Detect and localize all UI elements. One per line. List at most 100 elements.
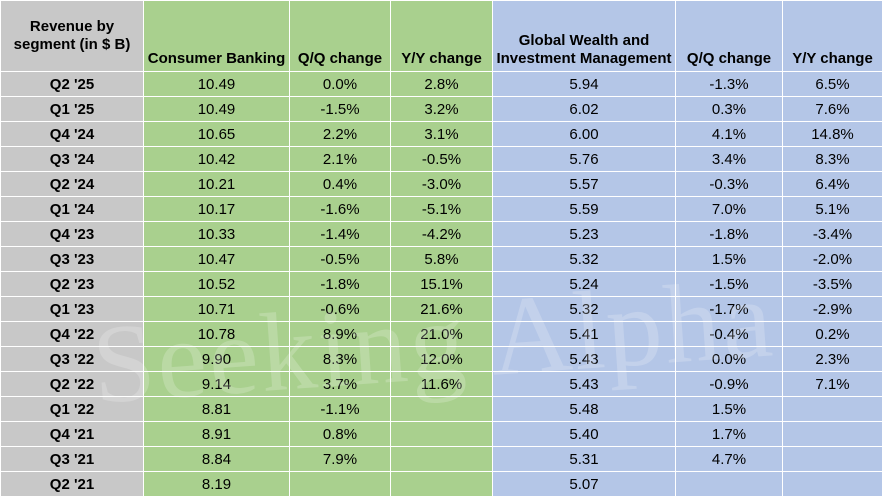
cell-gw-qq-change: 1.7% <box>676 422 783 447</box>
cell-cb-qq-change: -1.8% <box>290 272 391 297</box>
cell-consumer-banking: 10.65 <box>144 122 290 147</box>
cell-quarter: Q1 '24 <box>1 197 144 222</box>
cell-gw-yy-change: -2.0% <box>783 247 882 272</box>
cell-quarter: Q4 '23 <box>1 222 144 247</box>
cell-consumer-banking: 8.91 <box>144 422 290 447</box>
cell-global-wealth: 5.40 <box>493 422 676 447</box>
cell-gw-qq-change: 0.3% <box>676 97 783 122</box>
cell-gw-qq-change: -1.8% <box>676 222 783 247</box>
cell-gw-yy-change: 8.3% <box>783 147 882 172</box>
cell-gw-qq-change: -0.9% <box>676 372 783 397</box>
cell-consumer-banking: 10.21 <box>144 172 290 197</box>
cell-gw-qq-change <box>676 472 783 497</box>
cell-gw-qq-change: 4.7% <box>676 447 783 472</box>
cell-gw-yy-change: -2.9% <box>783 297 882 322</box>
cell-gw-yy-change <box>783 447 882 472</box>
cell-global-wealth: 5.31 <box>493 447 676 472</box>
cell-gw-yy-change: -3.4% <box>783 222 882 247</box>
cell-quarter: Q2 '22 <box>1 372 144 397</box>
header-row: Revenue by segment (in $ B) Consumer Ban… <box>1 1 882 72</box>
cell-consumer-banking: 9.90 <box>144 347 290 372</box>
cell-cb-qq-change: 8.3% <box>290 347 391 372</box>
cell-cb-qq-change: 7.9% <box>290 447 391 472</box>
cell-cb-qq-change: 2.2% <box>290 122 391 147</box>
cell-cb-qq-change <box>290 472 391 497</box>
cell-quarter: Q3 '23 <box>1 247 144 272</box>
cell-cb-qq-change: -1.5% <box>290 97 391 122</box>
cell-quarter: Q2 '23 <box>1 272 144 297</box>
cell-consumer-banking: 9.14 <box>144 372 290 397</box>
cell-global-wealth: 5.48 <box>493 397 676 422</box>
cell-gw-qq-change: -0.3% <box>676 172 783 197</box>
cell-global-wealth: 5.94 <box>493 72 676 97</box>
cell-gw-qq-change: 1.5% <box>676 247 783 272</box>
cell-gw-yy-change: 14.8% <box>783 122 882 147</box>
cell-cb-yy-change: 3.2% <box>391 97 493 122</box>
cell-cb-qq-change: 0.8% <box>290 422 391 447</box>
cell-cb-yy-change <box>391 422 493 447</box>
cell-consumer-banking: 10.47 <box>144 247 290 272</box>
cell-global-wealth: 5.07 <box>493 472 676 497</box>
cell-cb-yy-change <box>391 447 493 472</box>
header-gw-yy-change: Y/Y change <box>783 1 882 72</box>
cell-gw-qq-change: -0.4% <box>676 322 783 347</box>
cell-cb-yy-change: 11.6% <box>391 372 493 397</box>
header-cb-qq-change: Q/Q change <box>290 1 391 72</box>
cell-cb-qq-change: 2.1% <box>290 147 391 172</box>
cell-consumer-banking: 10.49 <box>144 97 290 122</box>
cell-consumer-banking: 10.42 <box>144 147 290 172</box>
header-global-wealth: Global Wealth and Investment Management <box>493 1 676 72</box>
cell-gw-yy-change: -3.5% <box>783 272 882 297</box>
header-cb-yy-change: Y/Y change <box>391 1 493 72</box>
cell-quarter: Q4 '21 <box>1 422 144 447</box>
cell-cb-qq-change: -1.6% <box>290 197 391 222</box>
cell-gw-yy-change: 7.6% <box>783 97 882 122</box>
cell-cb-yy-change: -5.1% <box>391 197 493 222</box>
cell-global-wealth: 5.57 <box>493 172 676 197</box>
cell-gw-yy-change <box>783 397 882 422</box>
cell-quarter: Q2 '25 <box>1 72 144 97</box>
cell-cb-yy-change: 2.8% <box>391 72 493 97</box>
cell-global-wealth: 6.00 <box>493 122 676 147</box>
cell-consumer-banking: 10.17 <box>144 197 290 222</box>
cell-gw-yy-change: 2.3% <box>783 347 882 372</box>
cell-cb-qq-change: -0.5% <box>290 247 391 272</box>
cell-quarter: Q3 '24 <box>1 147 144 172</box>
cell-cb-yy-change <box>391 472 493 497</box>
cell-global-wealth: 5.43 <box>493 347 676 372</box>
cell-cb-yy-change: -4.2% <box>391 222 493 247</box>
cell-cb-qq-change: -1.1% <box>290 397 391 422</box>
cell-quarter: Q1 '23 <box>1 297 144 322</box>
cell-gw-qq-change: 1.5% <box>676 397 783 422</box>
cell-cb-qq-change: 0.4% <box>290 172 391 197</box>
cell-gw-qq-change: 3.4% <box>676 147 783 172</box>
cell-global-wealth: 5.23 <box>493 222 676 247</box>
cell-quarter: Q2 '21 <box>1 472 144 497</box>
cell-quarter: Q2 '24 <box>1 172 144 197</box>
cell-cb-qq-change: 8.9% <box>290 322 391 347</box>
cell-consumer-banking: 8.19 <box>144 472 290 497</box>
cell-cb-yy-change: -3.0% <box>391 172 493 197</box>
cell-gw-qq-change: 4.1% <box>676 122 783 147</box>
header-consumer-banking: Consumer Banking <box>144 1 290 72</box>
cell-global-wealth: 5.41 <box>493 322 676 347</box>
cell-cb-yy-change: 3.1% <box>391 122 493 147</box>
cell-gw-yy-change: 6.5% <box>783 72 882 97</box>
cell-cb-yy-change <box>391 397 493 422</box>
cell-quarter: Q1 '25 <box>1 97 144 122</box>
cell-gw-yy-change <box>783 422 882 447</box>
cell-gw-yy-change: 6.4% <box>783 172 882 197</box>
cell-global-wealth: 6.02 <box>493 97 676 122</box>
